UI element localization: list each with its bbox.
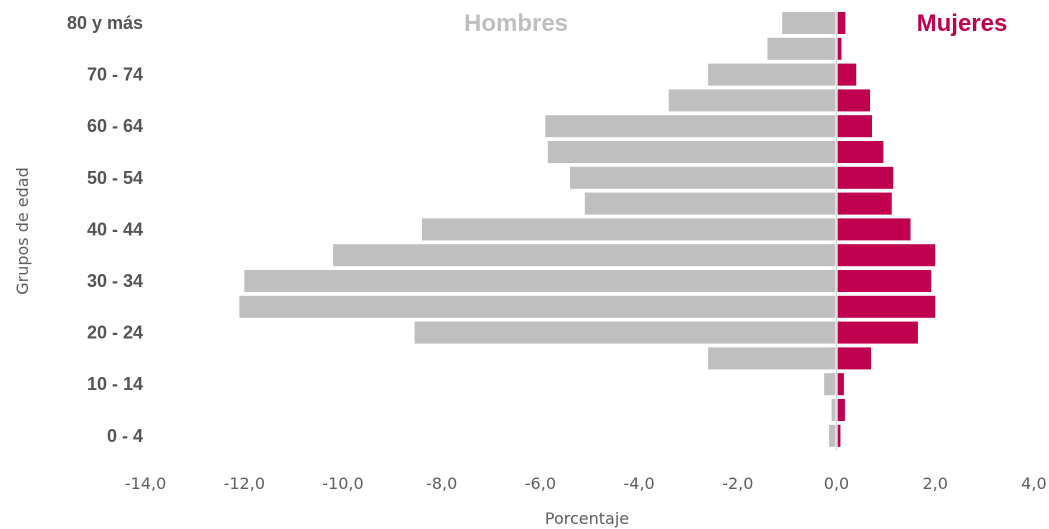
bar-hombres-15	[831, 399, 836, 421]
bar-mujeres-10	[837, 270, 932, 292]
x-tick-label: -12,0	[224, 474, 265, 493]
bar-mujeres-12	[837, 321, 918, 344]
bar-mujeres-13	[837, 347, 872, 370]
bar-hombres-6	[570, 166, 836, 189]
x-tick-label: -10,0	[322, 474, 363, 493]
y-tick-label: 0 - 4	[107, 426, 143, 446]
bar-hombres-16	[829, 424, 836, 447]
bar-mujeres-9	[837, 244, 936, 267]
bar-mujeres-14	[837, 373, 844, 396]
bars-group	[239, 12, 936, 447]
bar-hombres-12	[414, 321, 836, 344]
bar-mujeres-4	[837, 115, 873, 138]
bar-mujeres-11	[837, 295, 936, 318]
bar-mujeres-6	[837, 166, 894, 189]
x-tick-label: -2,0	[722, 474, 753, 493]
bar-mujeres-15	[837, 399, 845, 421]
bar-mujeres-0	[837, 12, 846, 34]
y-tick-label: 50 - 54	[87, 168, 143, 188]
bar-mujeres-2	[837, 63, 857, 86]
bar-hombres-2	[708, 63, 836, 86]
x-tick-label: -14,0	[125, 474, 166, 493]
bar-mujeres-3	[837, 89, 871, 112]
legend-hombres: Hombres	[464, 10, 568, 37]
x-tick-label: 0,0	[824, 474, 849, 493]
bar-mujeres-16	[837, 424, 841, 447]
bar-mujeres-1	[837, 37, 842, 60]
bar-mujeres-5	[837, 141, 884, 163]
y-axis-title: Grupos de edad	[13, 167, 32, 295]
bar-hombres-14	[824, 373, 836, 396]
x-tick-label: -4,0	[623, 474, 654, 493]
y-tick-label: 10 - 14	[87, 374, 143, 394]
x-axis-ticks: -14,0 -12,0 -10,0 -8,0 -6,0 -4,0 -2,0 0,0 2,0 4,0	[125, 474, 1047, 493]
y-tick-label: 20 - 24	[87, 323, 143, 343]
bar-hombres-11	[239, 295, 836, 318]
legend-mujeres: Mujeres	[917, 10, 1008, 37]
y-tick-label: 70 - 74	[87, 65, 143, 85]
bar-hombres-7	[584, 192, 836, 215]
bar-hombres-10	[244, 270, 836, 292]
y-tick-label: 60 - 64	[87, 116, 143, 136]
category-labels: 80 y más 70 - 74 60 - 64 50 - 54 40 - 44 30 -…	[67, 13, 143, 446]
y-tick-label: 80 y más	[67, 13, 143, 33]
bar-hombres-8	[421, 218, 836, 241]
bar-hombres-5	[547, 141, 836, 163]
x-tick-label: 4,0	[1021, 474, 1046, 493]
x-tick-label: -8,0	[426, 474, 457, 493]
y-tick-label: 40 - 44	[87, 219, 143, 239]
bar-hombres-4	[545, 115, 836, 138]
bar-hombres-1	[767, 37, 836, 60]
x-tick-label: 2,0	[922, 474, 947, 493]
x-axis-title: Porcentaje	[545, 509, 629, 528]
bar-hombres-3	[668, 89, 836, 112]
bar-mujeres-7	[837, 192, 892, 215]
bar-hombres-9	[333, 244, 836, 267]
x-tick-label: -6,0	[525, 474, 556, 493]
bar-hombres-0	[782, 12, 836, 34]
y-tick-label: 30 - 34	[87, 271, 143, 291]
bar-mujeres-8	[837, 218, 911, 241]
bar-hombres-13	[708, 347, 836, 370]
